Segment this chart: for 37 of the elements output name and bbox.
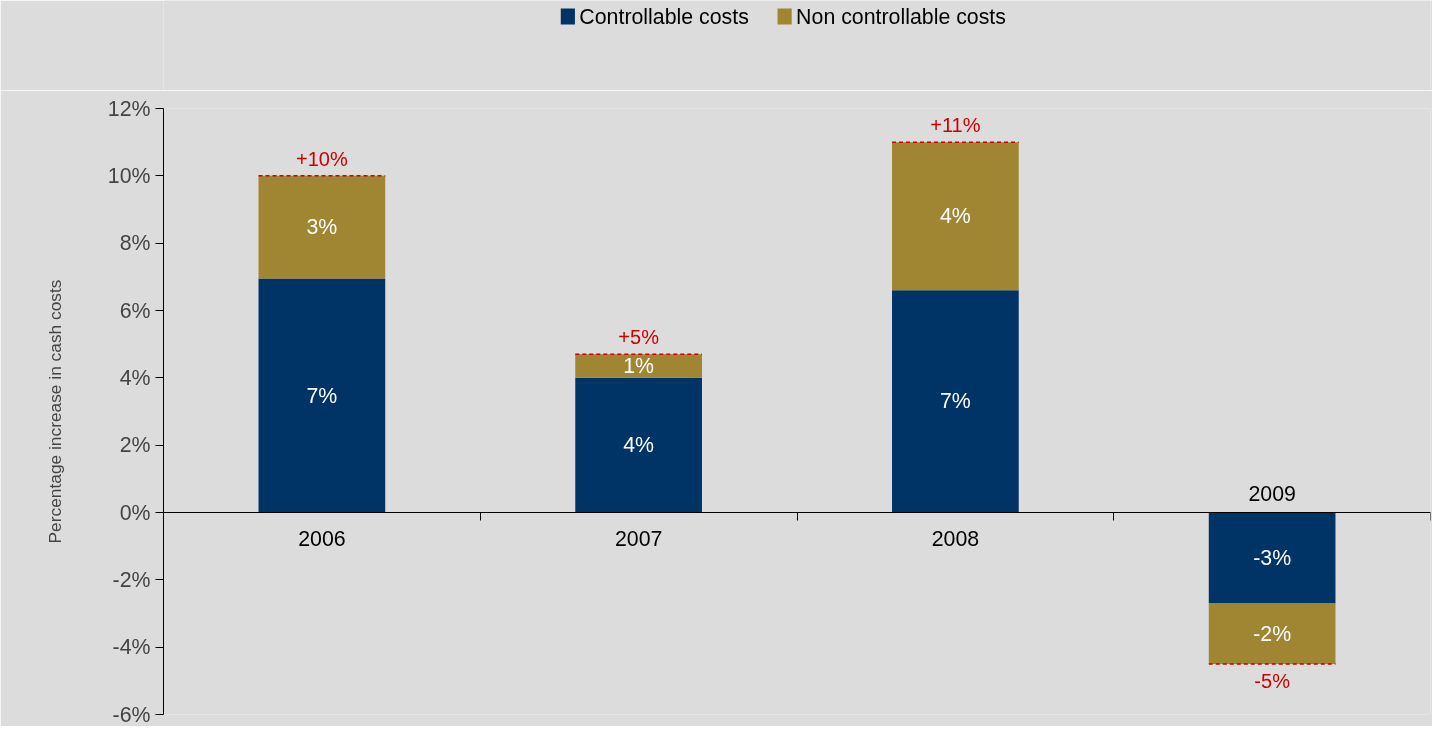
data-label: -2%: [1253, 621, 1292, 646]
y-tick-label: -4%: [112, 635, 151, 660]
x-tick-label: 2007: [614, 526, 663, 551]
data-label: 7%: [306, 383, 338, 408]
y-tick-label: -2%: [112, 567, 151, 592]
x-tick-label: 2006: [298, 526, 346, 551]
data-label: 3%: [306, 215, 338, 240]
total-label: +11%: [930, 114, 981, 137]
y-tick-label: 0%: [119, 500, 151, 525]
total-label: +5%: [618, 326, 660, 349]
x-tick-label: 2009: [1248, 481, 1296, 506]
y-tick-label: 4%: [119, 365, 151, 390]
y-tick-label: 10%: [107, 163, 151, 188]
legend-label: Controllable costs: [579, 4, 749, 29]
data-label: -3%: [1253, 545, 1292, 570]
x-tick-label: 2008: [931, 526, 980, 551]
data-label: 7%: [939, 389, 971, 414]
bar: [575, 377, 702, 513]
bar: [1208, 512, 1336, 604]
data-label: 1%: [623, 354, 655, 379]
bar: [892, 290, 1019, 513]
bar: [1208, 603, 1336, 664]
data-label: 4%: [623, 433, 655, 458]
data-label: 4%: [939, 204, 971, 229]
y-tick-label: 12%: [107, 96, 151, 121]
bar: [575, 354, 702, 378]
total-label: +10%: [296, 147, 348, 170]
bar: [892, 142, 1019, 291]
total-label: -5%: [1254, 670, 1291, 692]
bar: [258, 278, 386, 513]
bar: [258, 175, 386, 279]
y-tick-label: 6%: [119, 298, 151, 323]
y-tick-label: 2%: [119, 433, 151, 458]
y-tick-label: -6%: [112, 702, 151, 727]
y-tick-label: 8%: [119, 231, 151, 256]
y-axis-title: Percentage increase in cash costs: [44, 279, 65, 544]
legend-label: Non controllable costs: [796, 4, 1006, 29]
